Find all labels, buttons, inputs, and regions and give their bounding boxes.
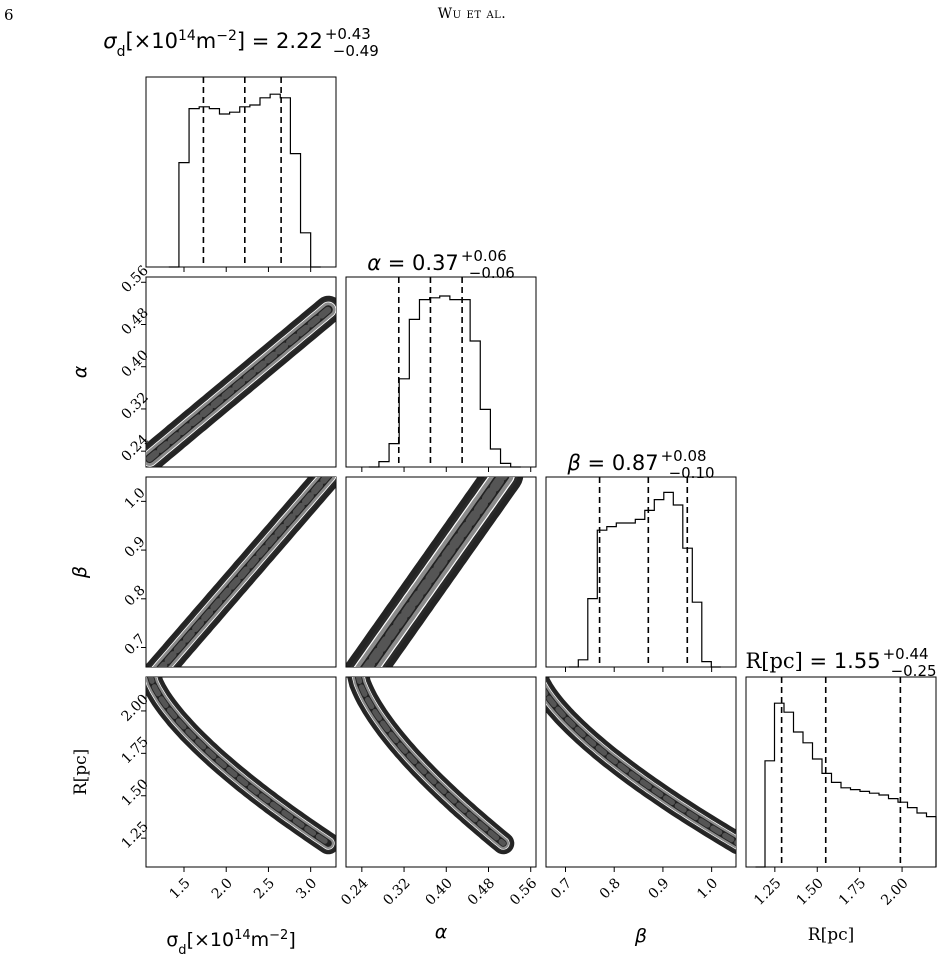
y-tick-label: 0.8 bbox=[122, 582, 149, 609]
contour-panel-sigma-beta bbox=[141, 476, 337, 668]
x-tick-label: 2.0 bbox=[209, 875, 236, 902]
y-axis-title-0: α bbox=[69, 365, 91, 378]
inner-density-cells bbox=[355, 677, 506, 846]
ticks bbox=[564, 667, 713, 672]
x-tick-label: 2.5 bbox=[251, 875, 278, 902]
ticks bbox=[141, 500, 146, 649]
x-tick-label: 0.32 bbox=[380, 875, 413, 908]
histogram-step-line bbox=[368, 295, 521, 468]
x-tick-label: 0.48 bbox=[465, 875, 498, 908]
density-region bbox=[146, 477, 336, 667]
panel-frame bbox=[145, 76, 337, 268]
ticks bbox=[141, 710, 312, 872]
x-axis-title-r: R[pc] bbox=[808, 925, 854, 945]
histogram-panel-R bbox=[745, 676, 937, 872]
inner-density-cells bbox=[147, 677, 331, 846]
page-number: 6 bbox=[4, 6, 14, 24]
x-tick-label: 1.75 bbox=[836, 875, 869, 908]
y-tick-label: 1.0 bbox=[122, 485, 149, 512]
contour-panel-beta-R bbox=[545, 676, 737, 872]
ticks bbox=[564, 867, 713, 872]
ticks bbox=[183, 267, 312, 272]
x-tick-label: 3.0 bbox=[293, 875, 320, 902]
contour-panel-sigma-alpha bbox=[141, 276, 337, 468]
inner-density-cells bbox=[546, 689, 736, 846]
histogram-step-line bbox=[755, 702, 937, 868]
density-region bbox=[346, 477, 524, 667]
contour-panel-alpha-R bbox=[345, 676, 537, 872]
ticks bbox=[361, 867, 532, 872]
running-title: Wu et al. bbox=[437, 6, 507, 22]
x-axis-title-sigma: σd[×1014m−2] bbox=[166, 928, 295, 956]
inner-density-cells bbox=[157, 477, 332, 667]
histogram-panel-sigma bbox=[145, 76, 337, 272]
contour-panel-alpha-beta bbox=[345, 476, 537, 668]
inner-density-cells bbox=[362, 477, 508, 667]
y-axis-title-2: R[pc] bbox=[71, 749, 91, 795]
x-tick-label: 0.24 bbox=[338, 875, 371, 908]
x-axis-title-alpha: α bbox=[435, 921, 448, 943]
x-tick-label: 1.25 bbox=[751, 875, 784, 908]
y-tick-label: 0.9 bbox=[122, 534, 149, 561]
x-tick-label: 1.50 bbox=[794, 875, 827, 908]
x-tick-label: 0.40 bbox=[423, 875, 456, 908]
panel-frame bbox=[545, 476, 737, 668]
x-tick-label: 0.9 bbox=[645, 875, 672, 902]
density-region bbox=[146, 677, 336, 855]
x-tick-label: 0.7 bbox=[548, 875, 575, 902]
y-axis-title-1: β bbox=[69, 566, 91, 579]
panel-title-R: R[pc] = 1.55 +0.44 −0.25 bbox=[745, 645, 936, 680]
x-tick-label: 1.5 bbox=[167, 875, 194, 902]
x-tick-label: 2.00 bbox=[878, 875, 911, 908]
x-axis-title-beta: β bbox=[634, 925, 647, 947]
panel-frame bbox=[745, 676, 937, 868]
histogram-panel-alpha bbox=[345, 276, 537, 472]
ticks bbox=[141, 281, 146, 452]
panel-title-sigma: σd[×1014m−2] = 2.22 +0.43 −0.49 bbox=[103, 25, 379, 60]
contour-panel-sigma-R bbox=[141, 676, 337, 872]
density-region bbox=[146, 295, 336, 467]
density-region bbox=[546, 677, 736, 855]
y-tick-label: 0.7 bbox=[122, 631, 149, 658]
ticks bbox=[774, 867, 903, 872]
panel-frame bbox=[345, 276, 537, 468]
ticks bbox=[361, 467, 532, 472]
x-tick-label: 0.56 bbox=[507, 875, 540, 908]
x-tick-label: 1.0 bbox=[694, 875, 721, 902]
histogram-step-line bbox=[568, 491, 721, 668]
histogram-step-line bbox=[168, 93, 321, 268]
density-region bbox=[347, 677, 515, 855]
x-tick-label: 0.8 bbox=[597, 875, 624, 902]
histogram-panel-beta bbox=[545, 476, 737, 672]
inner-density-cells bbox=[146, 306, 332, 462]
